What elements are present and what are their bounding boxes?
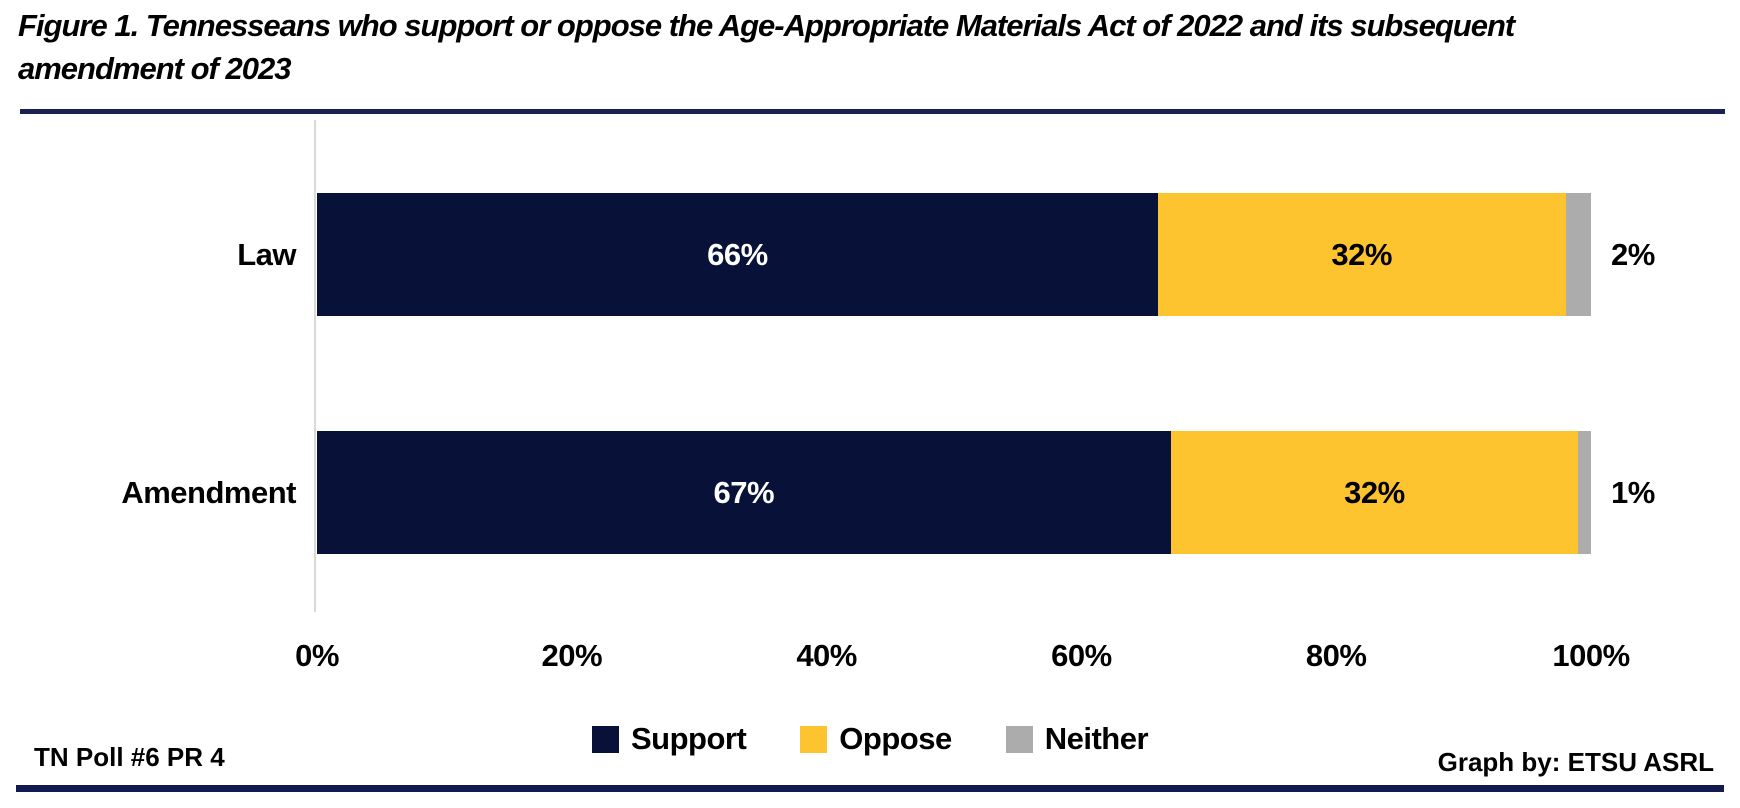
credit-text: Graph by: ETSU ASRL — [1437, 747, 1714, 777]
bar-value-label: 66% — [707, 236, 768, 272]
bar-segment-oppose: 32% — [1157, 193, 1566, 316]
category-label: Amendment — [121, 474, 296, 510]
x-axis-tick-labels: 0% 20% 40% 60% 80% 100% — [295, 638, 1630, 680]
figure-title-line1: Figure 1. Tennesseans who support or opp… — [18, 8, 1515, 43]
figure-title-line2: amendment of 2023 — [18, 51, 291, 86]
bar-value-label: 32% — [1344, 474, 1405, 510]
bar-segment-neither — [1565, 193, 1591, 316]
support-legend-swatch — [591, 725, 619, 753]
bar-segment-neither — [1578, 431, 1591, 554]
x-axis-tick: 40% — [796, 638, 857, 673]
chart-legend: Support Oppose Neither — [0, 721, 1740, 757]
bar-row: Amendment 67% 32% 1% — [121, 431, 1655, 554]
x-axis-tick: 100% — [1552, 638, 1630, 673]
legend-label: Neither — [1044, 721, 1149, 756]
bar-segment-oppose: 32% — [1170, 431, 1579, 554]
x-axis-tick: 0% — [295, 638, 339, 673]
x-axis-tick: 60% — [1051, 638, 1112, 673]
bar-segment-support: 66% — [317, 193, 1158, 316]
bar-value-label: 32% — [1331, 236, 1392, 272]
category-label: Law — [237, 236, 296, 272]
top-divider-rule — [20, 109, 1725, 114]
figure-title: Figure 1. Tennesseans who support or opp… — [18, 4, 1718, 90]
neither-legend-swatch — [1005, 725, 1033, 753]
bar-outside-value-label: 2% — [1611, 236, 1655, 272]
plot-area: Law 66% 32% 2% Amendment 67% 32% 1% — [121, 120, 1655, 612]
y-axis-line — [314, 120, 316, 612]
legend-item-neither: Neither — [1005, 721, 1149, 757]
legend-label: Oppose — [839, 721, 952, 756]
bar-value-label: 67% — [713, 474, 775, 510]
bar-outside-value-label: 1% — [1611, 474, 1655, 510]
oppose-legend-swatch — [800, 725, 828, 753]
bar-segment-support: 67% — [317, 431, 1171, 554]
legend-item-support: Support — [591, 721, 747, 757]
legend-label: Support — [630, 721, 747, 756]
legend-item-oppose: Oppose — [800, 721, 952, 757]
poll-reference-text: TN Poll #6 PR 4 — [34, 742, 225, 772]
bar-row: Law 66% 32% 2% — [237, 193, 1655, 316]
x-axis-tick: 20% — [541, 638, 603, 673]
bottom-divider-rule — [16, 785, 1724, 792]
x-axis-tick: 80% — [1305, 638, 1367, 673]
